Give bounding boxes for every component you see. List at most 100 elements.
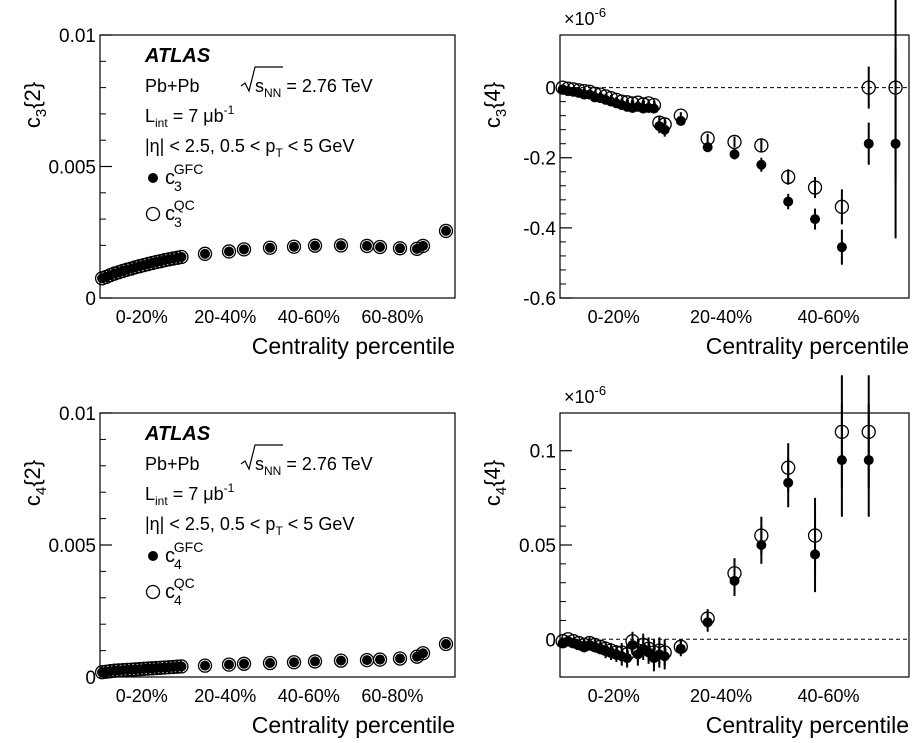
energy-label: sNN = 2.76 TeV: [255, 454, 373, 478]
x-category-label: 20-40%: [690, 686, 752, 706]
y-tick-label: 0.01: [59, 26, 96, 47]
data-point-gfc: [675, 115, 686, 126]
data-point-qc: [807, 528, 823, 543]
data-point-gfc: [310, 240, 320, 251]
data-point-qc: [593, 87, 608, 102]
data-point-qc: [861, 80, 876, 95]
x-axis-title: Centrality percentile: [252, 712, 455, 738]
data-point-qc: [700, 131, 715, 146]
chart-panel-c3_4: -0.6 -0.4 -0.2 0 0-20% 20-40% 40-60% Centrality…: [480, 0, 910, 359]
x-axis-title: Centrality percentile: [252, 333, 455, 359]
data-point-qc: [221, 657, 237, 672]
data-point-qc: [555, 80, 570, 95]
x-category-label: 20-40%: [690, 307, 752, 327]
data-point-qc: [577, 83, 592, 99]
data-point-qc: [834, 199, 850, 214]
axis-exponent-label: ×10-6: [564, 383, 606, 407]
data-point-qc: [630, 95, 646, 110]
data-point-qc: [438, 636, 454, 652]
energy-label: sNN = 2.76 TeV: [255, 76, 373, 100]
y-tick-label: -0.6: [523, 289, 556, 310]
data-point-qc: [307, 654, 323, 669]
y-tick-label: -0.4: [523, 219, 556, 240]
x-category-label: 40-60%: [278, 307, 340, 327]
legend-entry: c3QC: [165, 197, 195, 230]
x-category-label: 60-80%: [361, 307, 423, 327]
data-point-qc: [834, 424, 850, 440]
y-tick-label: 0: [545, 630, 556, 651]
y-tick-label: 0.005: [48, 536, 96, 557]
data-point-qc: [646, 97, 662, 113]
data-point-gfc: [200, 248, 210, 259]
data-point-gfc: [729, 149, 740, 160]
data-point-qc: [236, 656, 252, 671]
data-point-qc: [333, 238, 349, 253]
data-point-qc: [727, 134, 742, 150]
x-category-label: 40-60%: [278, 686, 340, 706]
chart-panel-c4_4: 0 0.05 0.1 0-20% 20-40% 40-60% Centrality perc…: [480, 375, 910, 738]
legend-marker-gfc: [148, 551, 158, 561]
data-point-gfc: [441, 225, 451, 236]
data-point-qc: [560, 81, 576, 96]
data-point-qc: [197, 246, 213, 261]
kinematic-cuts-label: |η| < 2.5, 0.5 < pT < 5 GeV: [145, 136, 354, 160]
data-point-qc: [727, 566, 742, 581]
data-point-qc: [392, 651, 408, 666]
plot-frame: [559, 412, 910, 678]
data-point-qc: [415, 238, 431, 254]
x-category-label: 20-40%: [194, 307, 256, 327]
x-category-label: 0-20%: [116, 686, 168, 706]
data-point-qc: [603, 90, 619, 106]
data-point-qc: [372, 652, 388, 667]
data-point-qc: [372, 239, 388, 255]
data-point-qc: [625, 96, 640, 111]
plot-frame: [99, 412, 456, 678]
legend-marker-qc: [145, 206, 161, 222]
data-point-qc: [415, 646, 431, 661]
data-point-qc: [614, 94, 629, 109]
data-point-qc: [236, 242, 252, 257]
data-point-gfc: [836, 242, 847, 253]
experiment-label: ATLAS: [144, 423, 211, 445]
x-category-label: 40-60%: [797, 307, 859, 327]
data-point-qc: [170, 659, 185, 674]
data-point-qc: [781, 460, 796, 475]
data-point-qc: [197, 658, 213, 673]
x-axis-title: Centrality percentile: [706, 712, 909, 738]
y-tick-label: 0: [545, 79, 556, 100]
y-tick-label: 0.01: [59, 404, 96, 425]
data-point-qc: [641, 96, 656, 111]
legend-marker-gfc: [148, 173, 158, 183]
data-point-gfc: [362, 240, 372, 251]
data-point-gfc: [224, 246, 234, 257]
data-point-gfc: [375, 654, 385, 665]
y-axis-title: c3{4}: [480, 82, 510, 128]
data-point-qc: [619, 95, 635, 110]
legend-marker-qc: [145, 584, 161, 600]
data-point-gfc: [224, 659, 234, 670]
data-point-qc: [598, 89, 613, 104]
data-point-qc: [438, 223, 454, 239]
x-axis-title: Centrality percentile: [706, 333, 909, 359]
y-tick-label: 0: [85, 668, 96, 689]
y-axis-title: c3{2}: [20, 82, 50, 128]
data-point-qc: [807, 180, 823, 195]
legend-entry: c4QC: [165, 575, 195, 608]
data-point-gfc: [289, 657, 299, 668]
data-point-gfc: [756, 159, 767, 170]
data-point-qc: [888, 80, 903, 95]
luminosity-label: Lint = 7 μb-1: [145, 103, 235, 130]
data-point-qc: [630, 643, 646, 658]
data-point-gfc: [310, 656, 320, 667]
x-category-label: 20-40%: [194, 686, 256, 706]
y-tick-label: 0: [85, 289, 96, 310]
data-point-qc: [587, 86, 603, 102]
y-tick-label: 0.1: [530, 442, 556, 463]
data-point-gfc: [810, 214, 821, 225]
y-axis-title: c4{4}: [480, 460, 510, 506]
chart-panel-c4_2: 0 0.005 0.01 0-20% 20-40% 40-60% 60-80% Central…: [20, 404, 456, 738]
data-point-gfc: [265, 242, 275, 253]
collision-label: Pb+Pb: [145, 76, 200, 96]
axis-exponent-label: ×10-6: [564, 5, 606, 29]
